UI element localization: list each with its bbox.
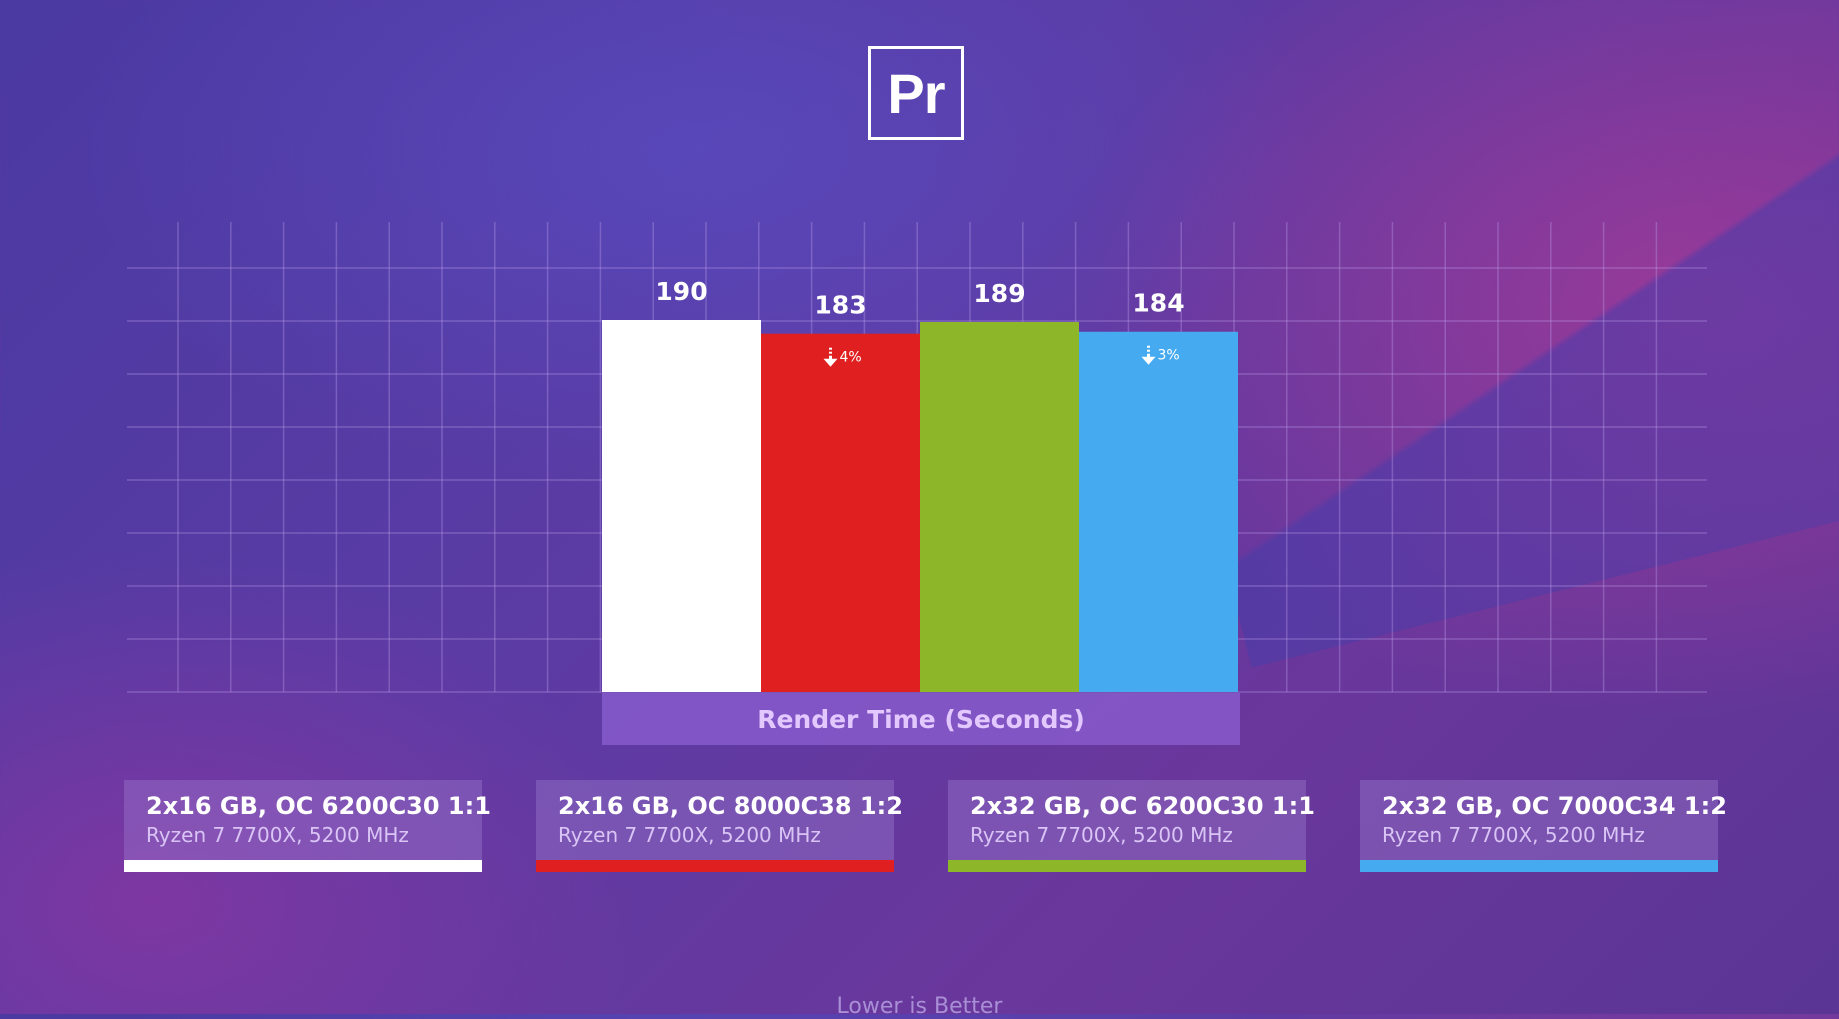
legend-title: 2x16 GB, OC 6200C30 1:1 — [146, 792, 491, 820]
change-annotation-4: 3% — [1158, 348, 1180, 364]
legend-swatch — [124, 860, 482, 872]
arrow-down-icon-dash — [1147, 345, 1150, 348]
x-axis-label: Render Time (Seconds) — [602, 693, 1240, 745]
legend-subtitle: Ryzen 7 7700X, 5200 MHz — [1382, 823, 1645, 847]
arrow-down-icon-stem — [829, 355, 832, 360]
data-label-1: 190 — [655, 277, 707, 306]
arrow-down-icon-stem — [1147, 353, 1150, 358]
change-annotation-2: 4% — [840, 350, 862, 366]
arrow-down-icon-dash — [1147, 349, 1150, 352]
legend-swatch — [1360, 860, 1718, 872]
data-label-4: 184 — [1132, 289, 1184, 318]
legend-title: 2x16 GB, OC 8000C38 1:2 — [558, 792, 903, 820]
premiere-pro-logo: Pr — [868, 46, 964, 140]
legend-item-2: 2x16 GB, OC 8000C38 1:2 Ryzen 7 7700X, 5… — [536, 780, 903, 872]
arrow-down-icon-dash — [829, 351, 832, 354]
legend-item-4: 2x32 GB, OC 7000C34 1:2 Ryzen 7 7700X, 5… — [1360, 780, 1727, 872]
bar-4 — [1079, 331, 1238, 692]
data-label-2: 183 — [814, 291, 866, 320]
legend-item-3: 2x32 GB, OC 6200C30 1:1 Ryzen 7 7700X, 5… — [948, 780, 1315, 872]
footer-note: Lower is Better — [836, 994, 1003, 1019]
legend-swatch — [948, 860, 1306, 872]
logo-text: Pr — [887, 61, 945, 125]
legend-subtitle: Ryzen 7 7700X, 5200 MHz — [146, 823, 409, 847]
arrow-down-icon — [1141, 356, 1156, 365]
legend-swatch — [536, 860, 894, 872]
legend-subtitle: Ryzen 7 7700X, 5200 MHz — [558, 823, 821, 847]
bar-2 — [761, 333, 920, 692]
legend-item-1: 2x16 GB, OC 6200C30 1:1 Ryzen 7 7700X, 5… — [124, 780, 491, 872]
legend-subtitle: Ryzen 7 7700X, 5200 MHz — [970, 823, 1233, 847]
legend-title: 2x32 GB, OC 7000C34 1:2 — [1382, 792, 1727, 820]
arrow-down-icon-dash — [829, 347, 832, 350]
x-axis-label-text: Render Time (Seconds) — [757, 704, 1085, 734]
bar-1 — [602, 320, 761, 692]
bar-3 — [920, 321, 1079, 692]
arrow-down-icon — [823, 358, 838, 367]
legend-title: 2x32 GB, OC 6200C30 1:1 — [970, 792, 1315, 820]
data-label-3: 189 — [973, 279, 1025, 308]
